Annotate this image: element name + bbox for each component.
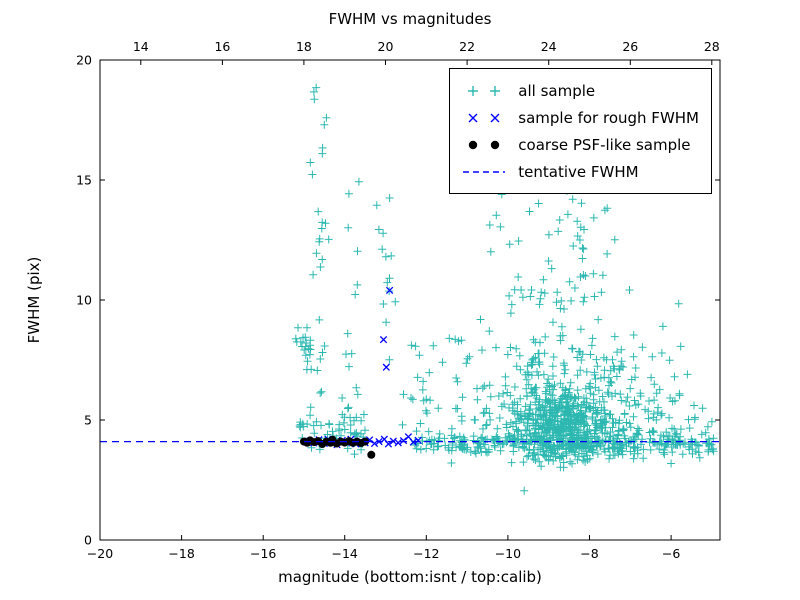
x-bottom-tick-label: −16 [250,546,276,561]
x-bottom-tick-label: −6 [662,546,680,561]
x-top-tick-label: 28 [704,39,720,54]
x-bottom-tick-label: −8 [580,546,598,561]
legend-item-label: all sample [518,81,596,100]
x-top-tick-label: 26 [622,39,638,54]
plus-marker-icon [468,85,501,96]
x-marker-icon [468,113,500,122]
x-bottom-tick-label: −12 [413,546,439,561]
y-tick-label: 10 [76,293,92,308]
legend: all sample sample for rough FWHM coarse … [449,68,712,194]
legend-item-label: tentative FWHM [518,162,639,181]
x-bottom-tick-label: −20 [87,546,113,561]
x-bottom-tick-label: −18 [168,546,194,561]
legend-item-all-sample: all sample [460,77,699,104]
x-top-tick-label: 22 [459,39,475,54]
legend-item-label: coarse PSF-like sample [518,135,691,154]
scatter-sample-for-rough-fwhm [305,286,422,449]
scatter-coarse-psf-like-sample [299,435,376,459]
figure-title: FWHM vs magnitudes [328,10,492,28]
legend-item-tentative-fwhm: tentative FWHM [460,158,699,185]
x-bottom-tick-label: −10 [495,546,521,561]
legend-item-label: sample for rough FWHM [518,108,699,127]
dashed-line-icon [463,170,506,173]
x-axis-label: magnitude (bottom:isnt / top:calib) [278,568,542,586]
axes-ticks: −20 −18 −16 −14 −12 −10 −8 −6 14 16 18 20 22 24 26 28 0 5… [76,39,720,561]
x-top-tick-label: 14 [133,39,149,54]
x-top-tick-label: 24 [541,39,557,54]
legend-item-psf-sample: coarse PSF-like sample [460,131,699,158]
x-bottom-tick-label: −14 [332,546,358,561]
legend-item-rough-fwhm: sample for rough FWHM [460,104,699,131]
x-top-tick-label: 16 [214,39,230,54]
y-tick-label: 15 [76,173,92,188]
y-tick-label: 0 [84,533,92,548]
scatter-layers [100,83,720,495]
x-top-tick-label: 18 [296,39,312,54]
y-tick-label: 20 [76,53,92,68]
y-tick-label: 5 [84,413,92,428]
dot-marker-icon [469,140,500,149]
x-top-tick-label: 20 [378,39,394,54]
